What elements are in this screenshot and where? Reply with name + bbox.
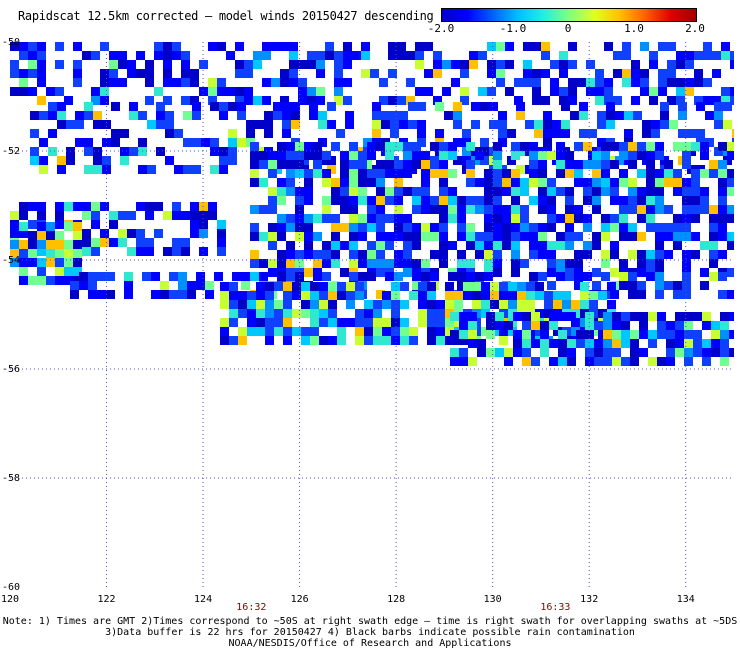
latitude-label: -54 <box>2 255 21 266</box>
longitude-label: 132 <box>580 594 599 605</box>
time-label: 16:32 <box>236 602 267 613</box>
longitude-label: 122 <box>97 594 116 605</box>
colorbar-tick: -1.0 <box>499 22 527 35</box>
latitude-label: -58 <box>2 473 21 484</box>
longitude-label: 134 <box>676 594 695 605</box>
longitude-label: 128 <box>387 594 406 605</box>
colorbar-tick: -2.0 <box>427 22 455 35</box>
time-label: 16:33 <box>540 602 571 613</box>
colorbar-tick: 0 <box>564 22 572 35</box>
longitude-label: 120 <box>0 594 20 605</box>
note-line-2: 3)Data buffer is 22 hrs for 20150427 4) … <box>105 627 635 638</box>
note-line-1: Note: 1) Times are GMT 2)Times correspon… <box>2 616 738 627</box>
longitude-label: 124 <box>194 594 213 605</box>
latitude-label: -50 <box>2 37 21 48</box>
latitude-label: -52 <box>2 146 21 157</box>
note-line-3: NOAA/NESDIS/Office of Research and Appli… <box>228 638 512 649</box>
colorbar-tick: 2.0 <box>685 22 705 35</box>
latitude-label: -60 <box>2 582 21 593</box>
colorbar <box>441 8 697 22</box>
longitude-label: 126 <box>290 594 309 605</box>
longitude-label: 130 <box>483 594 502 605</box>
map-title: Rapidscat 12.5km corrected — model winds… <box>18 9 434 23</box>
latitude-label: -56 <box>2 364 21 375</box>
wind-difference-map <box>10 42 734 587</box>
colorbar-tick: 1.0 <box>624 22 644 35</box>
